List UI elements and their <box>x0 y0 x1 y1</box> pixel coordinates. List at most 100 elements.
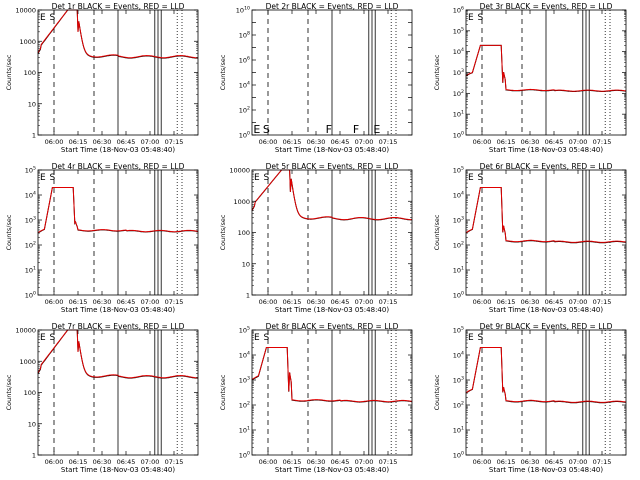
panel-title: Det 6r BLACK = Events, RED = LLD <box>480 162 613 171</box>
y-tick-label: 105 <box>25 166 36 175</box>
y-axis-label: Counts/sec <box>219 54 227 90</box>
y-tick-label: 100 <box>453 451 464 460</box>
y-tick-label: 106 <box>453 6 464 15</box>
x-tick-label: 07:00 <box>355 458 374 466</box>
x-tick-label: 06:45 <box>117 458 136 466</box>
x-tick-label: 06:30 <box>307 458 326 466</box>
y-tick-label: 1000 <box>233 198 250 206</box>
x-tick-label: 06:30 <box>521 298 540 306</box>
x-axis-label: Start Time (18-Nov-03 05:48:40) <box>489 146 603 154</box>
y-tick-label: 108 <box>239 31 250 40</box>
event-marker-label: E <box>468 333 474 343</box>
x-axis-label: Start Time (18-Nov-03 05:48:40) <box>489 306 603 314</box>
x-tick-label: 06:00 <box>45 298 64 306</box>
panel-title: Det 8r BLACK = Events, RED = LLD <box>266 322 399 331</box>
series-lld-line <box>37 187 199 234</box>
x-tick-label: 07:00 <box>355 298 374 306</box>
panel-det-5: 1 10 100 1000 10000 06:00 06:15 06:30 06:45 07:00… <box>219 162 413 314</box>
plot-frame <box>465 329 627 456</box>
y-tick-label: 102 <box>453 89 464 98</box>
y-tick-label: 1 <box>246 292 250 300</box>
y-tick-label: 1 <box>32 452 36 460</box>
x-tick-label: 06:30 <box>307 298 326 306</box>
panel-det-1: 1 10 100 1000 10000 06:00 06:15 06:30 06:45 07:00… <box>5 2 199 154</box>
x-tick-label: 06:45 <box>331 458 350 466</box>
series-lld-line <box>465 347 627 403</box>
x-tick-label: 07:00 <box>569 458 588 466</box>
y-tick-label: 100 <box>453 291 464 300</box>
x-tick-label: 07:15 <box>165 458 184 466</box>
plot-frame <box>37 169 199 296</box>
y-tick-label: 10 <box>242 260 250 268</box>
x-tick-label: 07:00 <box>355 138 374 146</box>
x-axis-label: Start Time (18-Nov-03 05:48:40) <box>61 306 175 314</box>
x-tick-label: 07:15 <box>379 138 398 146</box>
y-axis-label: Counts/sec <box>219 214 227 250</box>
y-tick-label: 10000 <box>229 167 250 175</box>
event-marker-label: S <box>50 173 56 183</box>
event-marker-label: E <box>254 333 260 343</box>
x-tick-label: 07:15 <box>379 298 398 306</box>
x-tick-label: 06:00 <box>45 138 64 146</box>
y-axis-label: Counts/sec <box>433 374 441 410</box>
x-tick-label: 06:15 <box>497 458 516 466</box>
plot-frame <box>465 169 627 296</box>
y-tick-label: 1000 <box>19 358 36 366</box>
event-marker-label: S <box>263 123 270 136</box>
x-tick-label: 06:45 <box>545 298 564 306</box>
x-axis-label: Start Time (18-Nov-03 05:48:40) <box>489 466 603 474</box>
x-tick-label: 06:15 <box>69 138 88 146</box>
x-tick-label: 06:15 <box>69 458 88 466</box>
y-tick-label: 102 <box>453 401 464 410</box>
x-tick-label: 06:30 <box>93 458 112 466</box>
x-tick-label: 06:45 <box>331 138 350 146</box>
event-marker-label: S <box>264 173 270 183</box>
x-tick-label: 06:30 <box>521 458 540 466</box>
y-axis-label: Counts/sec <box>433 214 441 250</box>
x-tick-label: 07:15 <box>165 298 184 306</box>
x-tick-label: 07:15 <box>379 458 398 466</box>
y-tick-label: 104 <box>239 351 250 360</box>
x-tick-label: 06:00 <box>473 298 492 306</box>
panel-title: Det 9r BLACK = Events, RED = LLD <box>480 322 613 331</box>
y-tick-label: 10000 <box>15 327 36 335</box>
x-tick-label: 06:45 <box>117 138 136 146</box>
event-marker-label: S <box>478 173 484 183</box>
x-tick-label: 07:00 <box>141 138 160 146</box>
event-marker-label: E <box>254 173 260 183</box>
event-marker-label: E <box>468 173 474 183</box>
panel-det-6: 100 101 102 103 104 105 06:00 06:15 06:30 06:45 07… <box>433 162 627 314</box>
x-tick-label: 06:00 <box>259 298 278 306</box>
event-marker-label: S <box>50 13 56 23</box>
panel-det-9: 100 101 102 103 104 105 06:00 06:15 06:30 06:45 07… <box>433 322 627 474</box>
event-marker-label: S <box>264 333 270 343</box>
y-tick-label: 100 <box>24 389 36 397</box>
y-tick-label: 100 <box>453 131 464 140</box>
y-tick-label: 105 <box>453 166 464 175</box>
x-tick-label: 06:15 <box>497 138 516 146</box>
event-marker-label: E <box>40 333 46 343</box>
x-tick-label: 06:45 <box>545 458 564 466</box>
x-tick-label: 06:15 <box>283 298 302 306</box>
event-marker-label: E <box>468 13 474 23</box>
x-tick-label: 06:45 <box>545 138 564 146</box>
x-tick-label: 06:30 <box>93 138 112 146</box>
y-tick-label: 103 <box>25 216 36 225</box>
x-tick-label: 07:00 <box>141 298 160 306</box>
event-marker-label: S <box>50 333 56 343</box>
y-tick-label: 101 <box>453 426 464 435</box>
x-tick-label: 06:00 <box>473 138 492 146</box>
y-tick-label: 105 <box>239 326 250 335</box>
x-tick-label: 06:15 <box>497 298 516 306</box>
x-tick-label: 06:15 <box>283 458 302 466</box>
y-tick-label: 103 <box>453 376 464 385</box>
x-axis-label: Start Time (18-Nov-03 05:48:40) <box>275 146 389 154</box>
y-tick-label: 10 <box>28 100 36 108</box>
x-tick-label: 07:15 <box>593 138 612 146</box>
x-tick-label: 07:00 <box>569 138 588 146</box>
x-tick-label: 06:00 <box>473 458 492 466</box>
y-tick-label: 101 <box>239 426 250 435</box>
y-tick-label: 100 <box>239 131 250 140</box>
panel-det-8: 100 101 102 103 104 105 06:00 06:15 06:30 06:45 07… <box>219 322 413 474</box>
panel-det-4: 100 101 102 103 104 105 06:00 06:15 06:30 06:45 07… <box>5 162 199 314</box>
